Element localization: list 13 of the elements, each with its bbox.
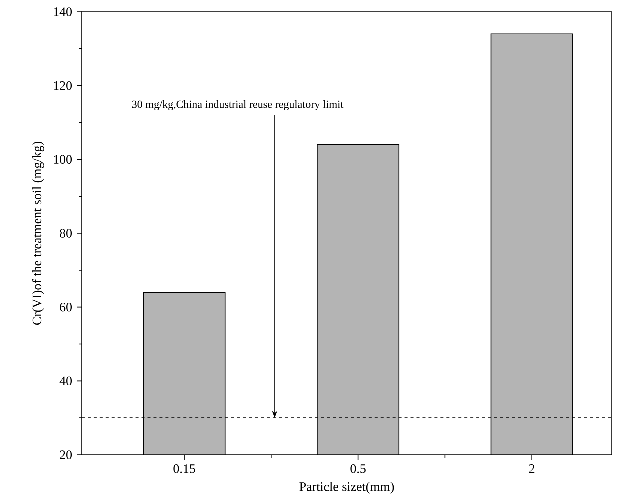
- y-tick-label: 120: [54, 81, 72, 90]
- x-tick-label: 0.5: [350, 464, 366, 474]
- y-tick-label: 40: [60, 376, 72, 386]
- ref-line-label: 30 mg/kg,China industrial reuse regulatory limit: [132, 100, 344, 110]
- y-tick-label: 100: [54, 155, 72, 164]
- y-tick-label: 80: [60, 229, 72, 238]
- y-tick-label: 20: [60, 450, 72, 460]
- y-axis-title: Cr(VI)of the treatment soil (mg/kg): [32, 142, 44, 325]
- y-tick-label: 140: [54, 8, 72, 16]
- y-tick-label: 60: [60, 302, 72, 312]
- x-axis-title: Particle sizet(mm): [300, 482, 394, 494]
- x-tick-label: 2: [529, 464, 535, 473]
- x-tick-label: 0.15: [174, 464, 196, 474]
